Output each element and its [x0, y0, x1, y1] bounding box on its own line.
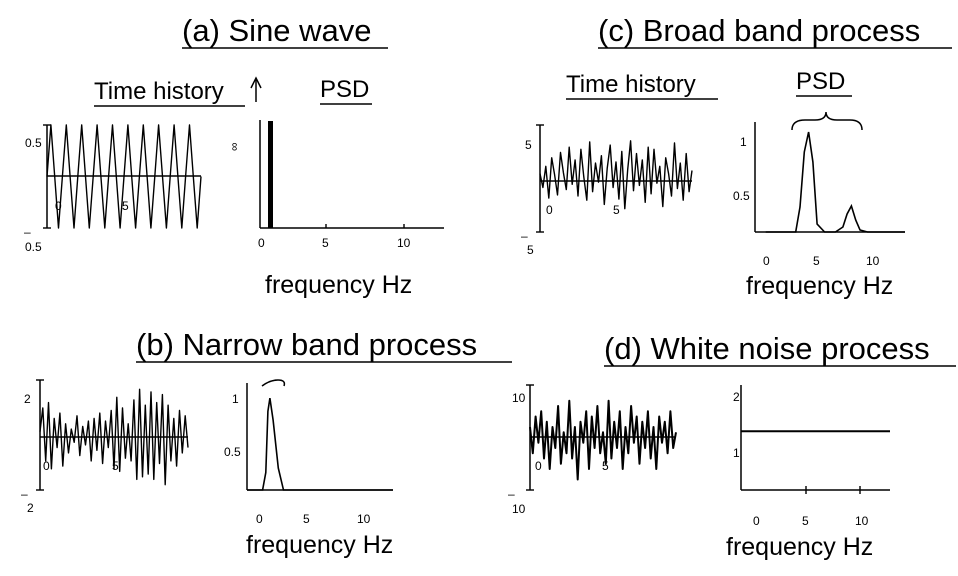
a-time-ytick-label: 0.5 [25, 136, 42, 150]
panel-b: (b) Narrow band process 2 – 2 0 5 1 0.5 … [21, 327, 512, 559]
d-time-series-line [529, 399, 677, 481]
d-psd-ytick-label: 1 [733, 446, 740, 460]
b-time-ytick-label: 2 [27, 501, 34, 515]
panel-c-title: (c) Broad band process [598, 13, 920, 48]
panel-a: (a) Sine wave Time history PSD 0.5 – 0.5… [24, 13, 444, 299]
b-time-xtick-label: 5 [112, 459, 119, 473]
b-psd-xtick-label: 10 [357, 512, 371, 526]
c-time-series-line [539, 140, 693, 210]
c-psd-bandwidth-brace [791, 111, 863, 131]
c-time-xtick-label: 5 [613, 203, 620, 217]
a-time-xtick-label: 0 [55, 199, 62, 213]
c-psd-ytick-label: 0.5 [733, 189, 750, 203]
b-psd-xtick-label: 5 [303, 512, 310, 526]
c-time-ytick-label: 5 [527, 243, 534, 257]
a-psd-ytick-label: ∞ [227, 142, 241, 151]
d-time-xtick-label: 5 [602, 459, 609, 473]
arrow-head [250, 76, 262, 89]
c-psd-xtick-label: 10 [866, 254, 880, 268]
panel-b-title: (b) Narrow band process [136, 327, 477, 362]
b-time-xtick-label: 0 [43, 459, 50, 473]
c-psd-curve [765, 131, 905, 233]
panel-a-time-header: Time history [94, 78, 224, 105]
d-psd-xtick-label: 5 [802, 514, 809, 528]
a-psd-xtick-label: 0 [258, 236, 265, 250]
d-psd-ytick-label: 2 [733, 390, 740, 404]
b-psd-ytick-label: 0.5 [224, 445, 241, 459]
d-psd-xtick-label: 10 [855, 514, 869, 528]
panel-c-time-header: Time history [566, 71, 696, 98]
panel-d-title: (d) White noise process [604, 331, 930, 366]
d-time-xtick-label: 0 [535, 459, 542, 473]
b-psd-bandwidth-brace [261, 379, 286, 387]
a-psd-spike [268, 121, 273, 228]
a-psd-xlabel: frequency Hz [265, 271, 412, 299]
c-psd-ytick-label: 1 [740, 135, 747, 149]
d-time-ytick-label: – [508, 487, 515, 501]
b-time-ytick-label: – [21, 487, 28, 501]
panel-c: (c) Broad band process Time history PSD … [521, 13, 952, 300]
a-time-series-line [46, 124, 202, 229]
b-time-ytick-label: 2 [24, 392, 31, 406]
a-time-xtick-label: 5 [122, 199, 129, 213]
a-psd-xtick-label: 10 [397, 236, 411, 250]
d-psd-xtick-label: 0 [753, 514, 760, 528]
a-time-ytick-label: – [24, 225, 31, 239]
a-psd-xtick-label: 5 [322, 236, 329, 250]
b-time-series-line [39, 388, 189, 486]
panel-c-psd-header: PSD [796, 68, 845, 95]
d-time-ytick-label: 10 [512, 502, 526, 516]
c-time-xtick-label: 0 [546, 203, 553, 217]
panel-a-title: (a) Sine wave [182, 13, 372, 48]
d-psd-xlabel: frequency Hz [726, 533, 873, 561]
panel-a-psd-header: PSD [320, 76, 369, 103]
c-time-ytick-label: – [521, 229, 528, 243]
b-psd-xlabel: frequency Hz [246, 531, 393, 559]
c-psd-xlabel: frequency Hz [746, 272, 893, 300]
d-time-ytick-label: 10 [512, 391, 526, 405]
c-time-ytick-label: 5 [525, 138, 532, 152]
c-psd-xtick-label: 5 [813, 254, 820, 268]
b-psd-ytick-label: 1 [232, 392, 239, 406]
a-time-ytick-label: 0.5 [25, 240, 42, 254]
c-psd-xtick-label: 0 [763, 254, 770, 268]
b-psd-curve [247, 397, 393, 491]
panel-d: (d) White noise process 10 – 10 0 5 2 1 … [508, 331, 956, 561]
b-psd-xtick-label: 0 [256, 512, 263, 526]
